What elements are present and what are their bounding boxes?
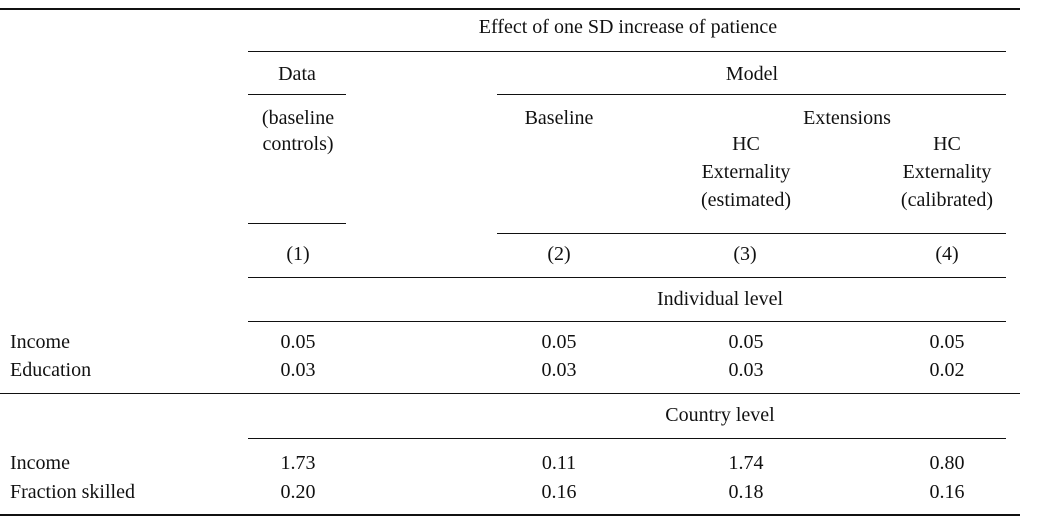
- table-cell: 0.03: [728, 359, 764, 381]
- model-column-label: Model: [725, 63, 779, 85]
- table-cell: 0.20: [280, 481, 316, 503]
- bottom-rule: [0, 514, 1020, 516]
- table-cell: 0.03: [280, 359, 316, 381]
- effect-title: Effect of one SD increase of patience: [478, 16, 778, 38]
- effect-title-rule: [248, 51, 1006, 52]
- table-cell: 1.73: [280, 452, 316, 474]
- section-title-individual: Individual level: [656, 288, 784, 310]
- col-number-2: (2): [547, 243, 571, 265]
- table-cell: 0.18: [728, 481, 764, 503]
- table-cell: 0.02: [929, 359, 965, 381]
- col-numbers-rule: [248, 277, 1006, 278]
- data-sub-line2: controls): [262, 133, 334, 155]
- top-rule: [0, 8, 1020, 10]
- table-cell: 0.16: [541, 481, 577, 503]
- section-individual-rule: [248, 321, 1006, 322]
- section-divider-rule: [0, 393, 1020, 394]
- row-label: Income: [10, 331, 70, 353]
- data-column-label: Data: [278, 63, 316, 85]
- data-sub-line1: (baseline: [261, 107, 335, 129]
- section-title-country: Country level: [665, 404, 775, 426]
- extensions-label: Extensions: [803, 107, 891, 129]
- row-label: Income: [10, 452, 70, 474]
- table-cell: 0.05: [728, 331, 764, 353]
- model-label-rule: [497, 94, 1006, 95]
- data-sub-rule: [248, 223, 346, 224]
- table-cell: 0.03: [541, 359, 577, 381]
- table-cell: 0.16: [929, 481, 965, 503]
- row-label: Fraction skilled: [10, 481, 135, 503]
- col4-header-line2: Externality: [902, 161, 992, 183]
- table-cell: 0.80: [929, 452, 965, 474]
- table-cell: 0.05: [929, 331, 965, 353]
- data-label-rule: [248, 94, 346, 95]
- col4-header-line1: HC: [933, 133, 961, 155]
- col-number-4: (4): [935, 243, 959, 265]
- col-number-3: (3): [733, 243, 757, 265]
- model-sub-rule: [497, 233, 1006, 234]
- col3-header-line2: Externality: [701, 161, 791, 183]
- col4-header-line3: (calibrated): [900, 189, 994, 211]
- table-cell: 0.11: [541, 452, 577, 474]
- table-cell: 0.05: [280, 331, 316, 353]
- table-cell: 1.74: [728, 452, 764, 474]
- section-country-rule: [248, 438, 1006, 439]
- col3-header-line1: HC: [732, 133, 760, 155]
- baseline-label: Baseline: [524, 107, 594, 129]
- col-number-1: (1): [286, 243, 310, 265]
- table-cell: 0.05: [541, 331, 577, 353]
- row-label: Education: [10, 359, 92, 381]
- col3-header-line3: (estimated): [701, 189, 791, 211]
